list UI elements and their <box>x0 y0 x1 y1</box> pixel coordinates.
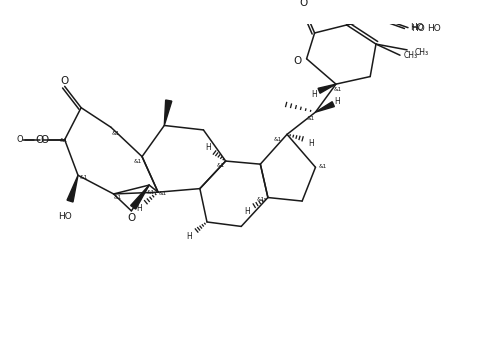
Text: &1: &1 <box>334 87 342 92</box>
Text: &1: &1 <box>257 197 265 202</box>
Text: &1: &1 <box>318 164 327 169</box>
Text: HO: HO <box>427 24 440 33</box>
Text: HO: HO <box>411 24 425 33</box>
Polygon shape <box>318 84 336 93</box>
Text: &1: &1 <box>158 191 167 196</box>
Text: &1: &1 <box>147 190 155 195</box>
Text: CH₃: CH₃ <box>414 48 429 57</box>
Text: O: O <box>36 135 44 145</box>
Polygon shape <box>315 102 335 112</box>
Text: H: H <box>244 207 250 216</box>
Text: O: O <box>127 213 135 223</box>
Text: H: H <box>308 139 314 148</box>
Text: O: O <box>17 135 23 144</box>
Text: &1: &1 <box>133 159 142 164</box>
Text: HO: HO <box>58 212 72 221</box>
Text: &1: &1 <box>59 138 67 143</box>
Text: CH₃: CH₃ <box>403 51 418 60</box>
Text: &1: &1 <box>80 175 88 180</box>
Text: &1: &1 <box>274 137 282 142</box>
Text: &1: &1 <box>217 163 225 168</box>
Text: H: H <box>334 97 340 106</box>
Text: &1: &1 <box>114 195 122 200</box>
Polygon shape <box>130 185 149 209</box>
Text: H: H <box>186 232 192 241</box>
Text: H: H <box>311 90 316 99</box>
Text: &1: &1 <box>307 116 315 121</box>
Text: HO: HO <box>410 23 424 32</box>
Text: O: O <box>61 76 69 86</box>
Polygon shape <box>67 175 78 202</box>
Text: H: H <box>205 143 211 152</box>
Text: O: O <box>299 0 308 8</box>
Text: &1: &1 <box>111 131 120 136</box>
Text: O: O <box>40 135 48 145</box>
Text: O: O <box>293 56 302 66</box>
Text: H: H <box>136 204 142 213</box>
Polygon shape <box>164 100 172 126</box>
